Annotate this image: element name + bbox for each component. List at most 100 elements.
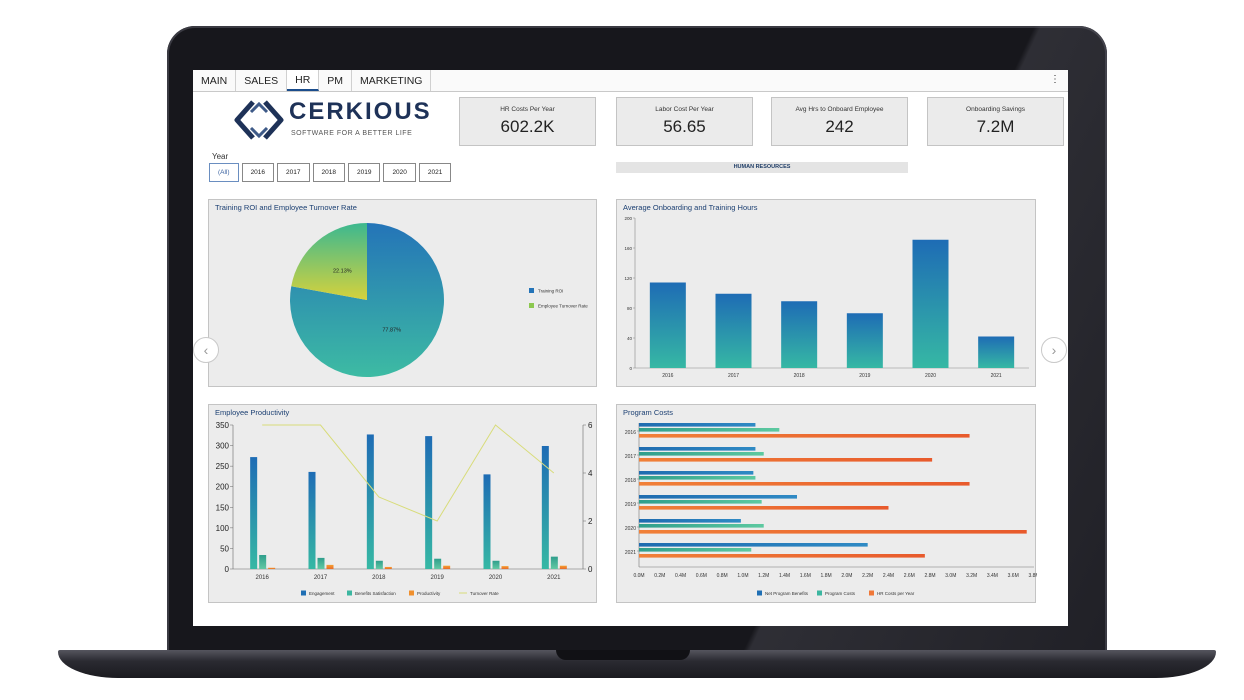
bar-hr-costs-per-year-2018 [639,482,970,486]
legend-swatch [301,590,306,596]
kpi-value: 7.2M [976,117,1015,136]
bar-net-program-benefits-2018 [639,471,754,475]
x-tick-label: 2.6M [904,573,915,579]
y-tick-label: 100 [216,524,230,533]
logo-mark-icon [234,100,284,140]
tab-marketing[interactable]: MARKETING [352,70,432,91]
y-tick-label: 0 [629,366,632,371]
tab-main[interactable]: MAIN [193,70,237,91]
x-tick-label: 1.0M [737,573,748,579]
pie-panel: Training ROI and Employee Turnover Rate … [208,199,597,387]
y2-tick-label: 6 [588,421,593,430]
legend-label: Net Program Benefits [765,591,809,596]
legend-label: Program Costs [825,591,856,596]
x-tick-label: 2021 [991,373,1002,379]
bar-net-program-benefits-2017 [639,447,756,451]
bar-benefits-satisfaction-2018 [375,560,383,569]
kpi-label: Onboarding Savings [966,106,1025,113]
y2-tick-label: 2 [588,517,593,526]
bar-benefits-satisfaction-2016 [259,555,267,569]
y-tick-label: 2021 [625,550,636,556]
y-tick-label: 2019 [625,502,636,508]
bar-hr-costs-per-year-2019 [639,506,889,510]
bar-program-costs-2016 [639,428,780,432]
bar-productivity-2019 [443,565,451,569]
more-vertical-icon[interactable]: ⋮ [1050,74,1060,85]
bar-hr-costs-per-year-2016 [639,434,970,438]
logo-text: CERKIOUS [289,98,432,125]
kpi-onboarding-savings: Onboarding Savings 7.2M [927,97,1064,146]
x-tick-label: 2019 [430,575,444,581]
kpi-label: HR Costs Per Year [500,106,555,113]
bar-net-program-benefits-2019 [639,495,797,499]
kpi-value: 56.65 [663,117,706,136]
legend-swatch [529,303,534,308]
y-tick-label: 2017 [625,454,636,460]
kpi-hr-costs: HR Costs Per Year 602.2K [459,97,596,146]
bar-productivity-2017 [326,564,334,569]
bar-2017 [715,293,752,368]
kpi-label: Avg Hrs to Onboard Employee [795,106,884,113]
kpi-value: 242 [825,117,854,136]
tab-pm[interactable]: PM [319,70,353,91]
bar-engagement-2020 [483,474,491,569]
dashboard-screen: MAIN SALES HR PM MARKETING ⋮ CERKIOUS SO… [193,70,1068,626]
y-tick-label: 0 [225,565,230,574]
x-tick-label: 1.8M [821,573,832,579]
legend-swatch [869,590,874,596]
legend-swatch [817,590,822,596]
chart-title: Employee Productivity [215,408,290,417]
year-option-2016[interactable]: 2016 [241,163,275,182]
x-tick-label: 2018 [794,373,805,379]
logo: CERKIOUS SOFTWARE FOR A BETTER LIFE [231,96,430,146]
tab-hr[interactable]: HR [287,70,320,91]
y-tick-label: 120 [624,276,632,281]
y-tick-label: 2016 [625,430,636,436]
chart-title: Program Costs [623,408,674,417]
year-option-2018[interactable]: 2018 [312,163,345,182]
prev-page-arrow-icon[interactable]: ‹ [193,337,219,363]
bar-benefits-satisfaction-2019 [434,558,442,569]
next-page-arrow-icon[interactable]: › [1041,337,1067,363]
x-tick-label: 2.8M [924,573,935,579]
x-tick-label: 0.4M [675,573,686,579]
bar-hr-costs-per-year-2021 [639,554,925,558]
y2-tick-label: 4 [588,469,593,478]
bar-engagement-2018 [366,434,374,569]
x-tick-label: 0.2M [654,573,665,579]
productivity-chart: 0 50 100 150 200 250 300 350 0 2 4 6 2016 2017 2018 201… [216,421,593,596]
kpi-value: 602.2K [500,117,555,136]
laptop-notch [556,650,690,660]
bar-engagement-2021 [541,445,549,569]
bar-2021 [978,336,1015,368]
year-option-2021[interactable]: 2021 [418,163,452,182]
year-option-2017[interactable]: 2017 [277,163,310,182]
pie-slice-employee-turnover-rate [291,223,367,300]
y-tick-label: 80 [627,306,633,311]
bar-engagement-2017 [308,471,316,569]
x-tick-label: 3.4M [987,573,998,579]
x-tick-label: 2.2M [862,573,873,579]
tab-bar: MAIN SALES HR PM MARKETING ⋮ [193,70,1068,92]
year-option-2019[interactable]: 2019 [347,163,381,182]
pie-slice-label: 77.87% [382,328,401,334]
bar-program-costs-2017 [639,452,764,456]
pie-chart: 77.87% 22.13% Training ROI Employee Turnove… [290,223,588,377]
legend-label: Employee Turnover Rate [538,304,588,309]
x-tick-label: 3.6M [1008,573,1019,579]
year-option-all[interactable]: (All) [209,163,239,182]
x-tick-label: 1.4M [779,573,790,579]
y-tick-label: 40 [627,336,633,341]
bar-program-costs-2018 [639,476,756,480]
legend-label: Benefits Satisfaction [355,591,396,596]
y-tick-label: 350 [216,421,230,430]
bar-2018 [781,301,818,368]
bar-benefits-satisfaction-2020 [492,560,500,569]
x-tick-label: 2.0M [841,573,852,579]
bar-benefits-satisfaction-2021 [550,556,558,569]
tab-sales[interactable]: SALES [236,70,288,91]
y-tick-label: 2018 [625,478,636,484]
x-tick-label: 2019 [859,373,870,379]
year-option-2020[interactable]: 2020 [383,163,416,182]
